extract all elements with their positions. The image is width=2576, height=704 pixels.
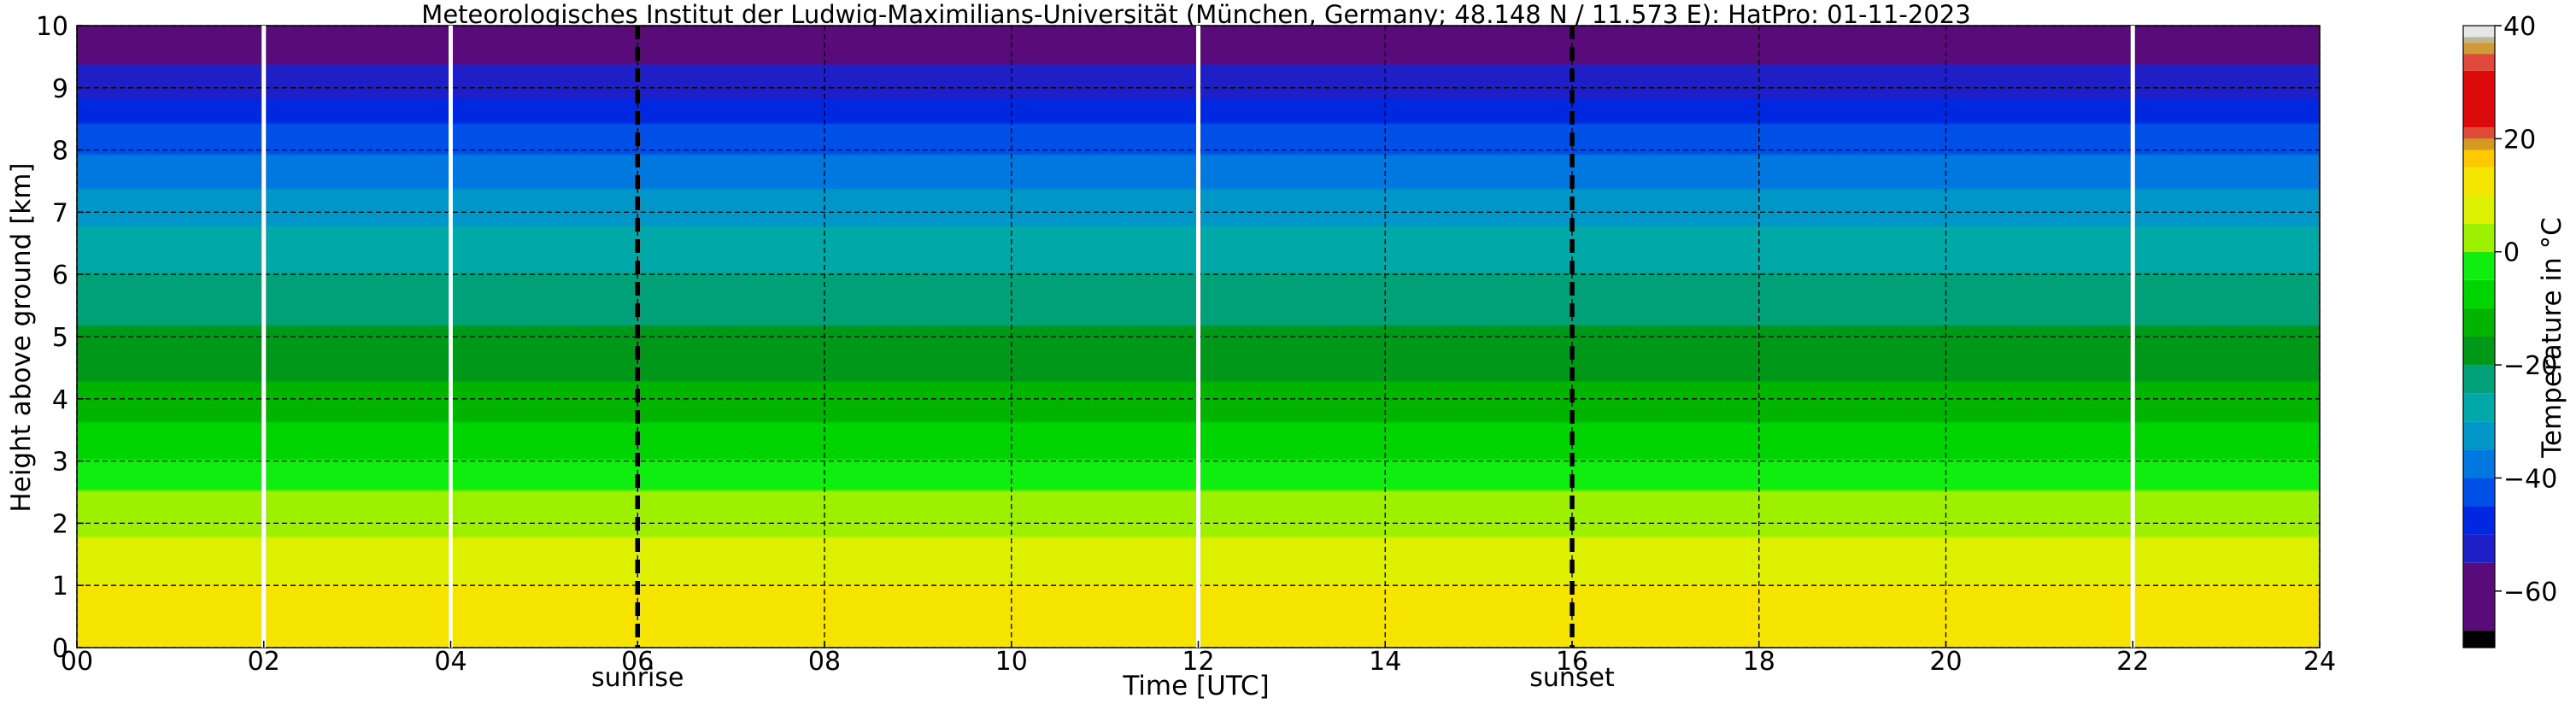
colorbar-segment [2463,195,2495,224]
colorbar-segment [2463,70,2495,128]
y-axis: 0 1 2 3 4 5 6 7 8 9 10 [36,12,84,664]
colorbar-segment [2463,37,2495,43]
colorbar-segment [2463,365,2495,394]
colorbar-segment [2463,337,2495,366]
colorbar-segment [2463,534,2495,563]
x-tick-label: 02 [248,647,280,677]
y-tick-label: 9 [52,74,68,104]
colorbar-segment [2463,150,2495,167]
colorbar-tick-label: −40 [2503,464,2557,494]
colorbar-segment [2463,42,2495,55]
data-gaps [261,26,2135,648]
colorbar-segment [2463,54,2495,71]
colorbar-label: Temperature in °C [2537,217,2567,458]
colorbar-segment [2463,26,2495,38]
x-tick-label: 20 [1929,647,1962,677]
y-tick-label: 5 [52,323,68,353]
colorbar-tick-label: −60 [2503,578,2557,607]
colorbar-segment [2463,506,2495,535]
x-tick-label: 22 [2116,647,2149,677]
x-tick-label: 06 [621,647,654,677]
x-axis: 00 02 04 06 08 10 12 14 16 18 20 22 24 [61,641,2336,677]
x-tick-label: 14 [1369,647,1401,677]
x-tick-label: 16 [1556,647,1588,677]
colorbar-segment [2463,562,2495,631]
x-tick-label: 24 [2303,647,2336,677]
colorbar-tick-label: −20 [2503,351,2557,381]
colorbar-segment [2463,421,2495,450]
colorbar-segment [2463,167,2495,196]
y-tick-label: 0 [52,634,68,664]
x-tick-label: 12 [1182,647,1214,677]
colorbar-segment [2463,631,2495,648]
y-tick-label: 7 [52,198,68,228]
sun-markers: sunrise sunset [591,26,1615,693]
x-tick-label: 18 [1743,647,1775,677]
colorbar-tick-label: 20 [2503,125,2536,155]
x-axis-label: Time [UTC] [1122,671,1269,701]
colorbar-segment [2463,478,2495,507]
x-tick-label: 00 [61,647,93,677]
x-tick-label: 04 [434,647,466,677]
y-tick-label: 8 [52,137,68,167]
colorbar-segment [2463,393,2495,422]
sunrise-label: sunrise [591,663,684,693]
y-tick-label: 10 [36,12,68,42]
colorbar-frame [2462,25,2496,648]
y-tick-label: 6 [52,261,68,290]
colorbar-tick-label: 0 [2503,238,2520,268]
chart-title: Meteorologisches Institut der Ludwig-Max… [421,0,1970,29]
colorbar-segment [2463,138,2495,150]
colorbar: 40 20 0 −20 −40 −60 [2462,12,2557,648]
y-tick-label: 3 [52,448,68,478]
colorbar-segment [2463,279,2495,308]
y-tick-label: 2 [52,509,68,539]
colorbar-segment [2463,251,2495,280]
sunset-label: sunset [1529,663,1615,693]
colorbar-segment [2463,308,2495,337]
colorbar-segment [2463,127,2495,139]
y-axis-label: Height above ground [km] [6,162,37,512]
x-tick-label: 08 [808,647,841,677]
x-tick-label: 10 [995,647,1028,677]
colorbar-tick-label: 40 [2503,12,2536,42]
colorbar-segment [2463,223,2495,252]
y-tick-label: 4 [52,385,68,415]
colorbar-segment [2463,449,2495,478]
y-tick-label: 1 [52,572,68,601]
